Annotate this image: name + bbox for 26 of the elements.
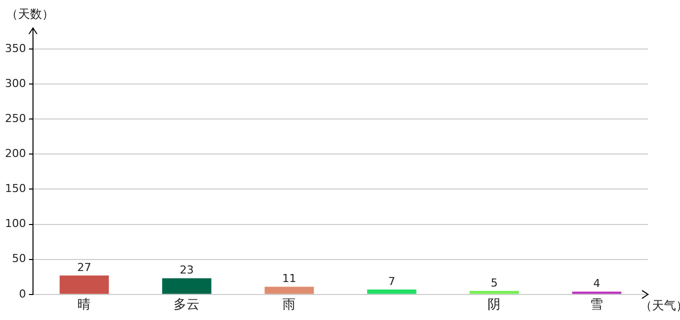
y-tick-label: 100 bbox=[4, 217, 26, 230]
y-tick-label: 0 bbox=[18, 287, 26, 300]
data-label: 7 bbox=[388, 274, 396, 288]
bar bbox=[367, 289, 416, 294]
y-axis-title: （天数） bbox=[6, 7, 54, 22]
data-label: 27 bbox=[77, 260, 92, 274]
data-label: 5 bbox=[490, 276, 498, 290]
bar bbox=[470, 290, 519, 294]
bar bbox=[60, 275, 109, 294]
bar bbox=[162, 278, 212, 294]
x-axis-title: （天气） bbox=[640, 298, 680, 313]
y-tick-label: 300 bbox=[4, 76, 26, 90]
y-tick-label: 50 bbox=[12, 252, 26, 266]
x-tick-label: 多云 bbox=[174, 298, 200, 313]
y-tick-label: 350 bbox=[4, 42, 26, 55]
y-tick-label: 150 bbox=[4, 182, 26, 196]
data-label: 4 bbox=[593, 276, 600, 290]
x-tick-label: 雪 bbox=[590, 298, 604, 313]
data-label: 23 bbox=[180, 264, 194, 277]
bar bbox=[264, 286, 314, 294]
x-tick-label: 晴 bbox=[78, 298, 91, 313]
x-tick-label: 雨 bbox=[282, 298, 296, 313]
x-tick-label: 阴 bbox=[488, 298, 501, 313]
data-label: 11 bbox=[282, 272, 296, 286]
y-tick-label: 200 bbox=[4, 147, 26, 160]
y-tick-label: 250 bbox=[4, 112, 26, 125]
